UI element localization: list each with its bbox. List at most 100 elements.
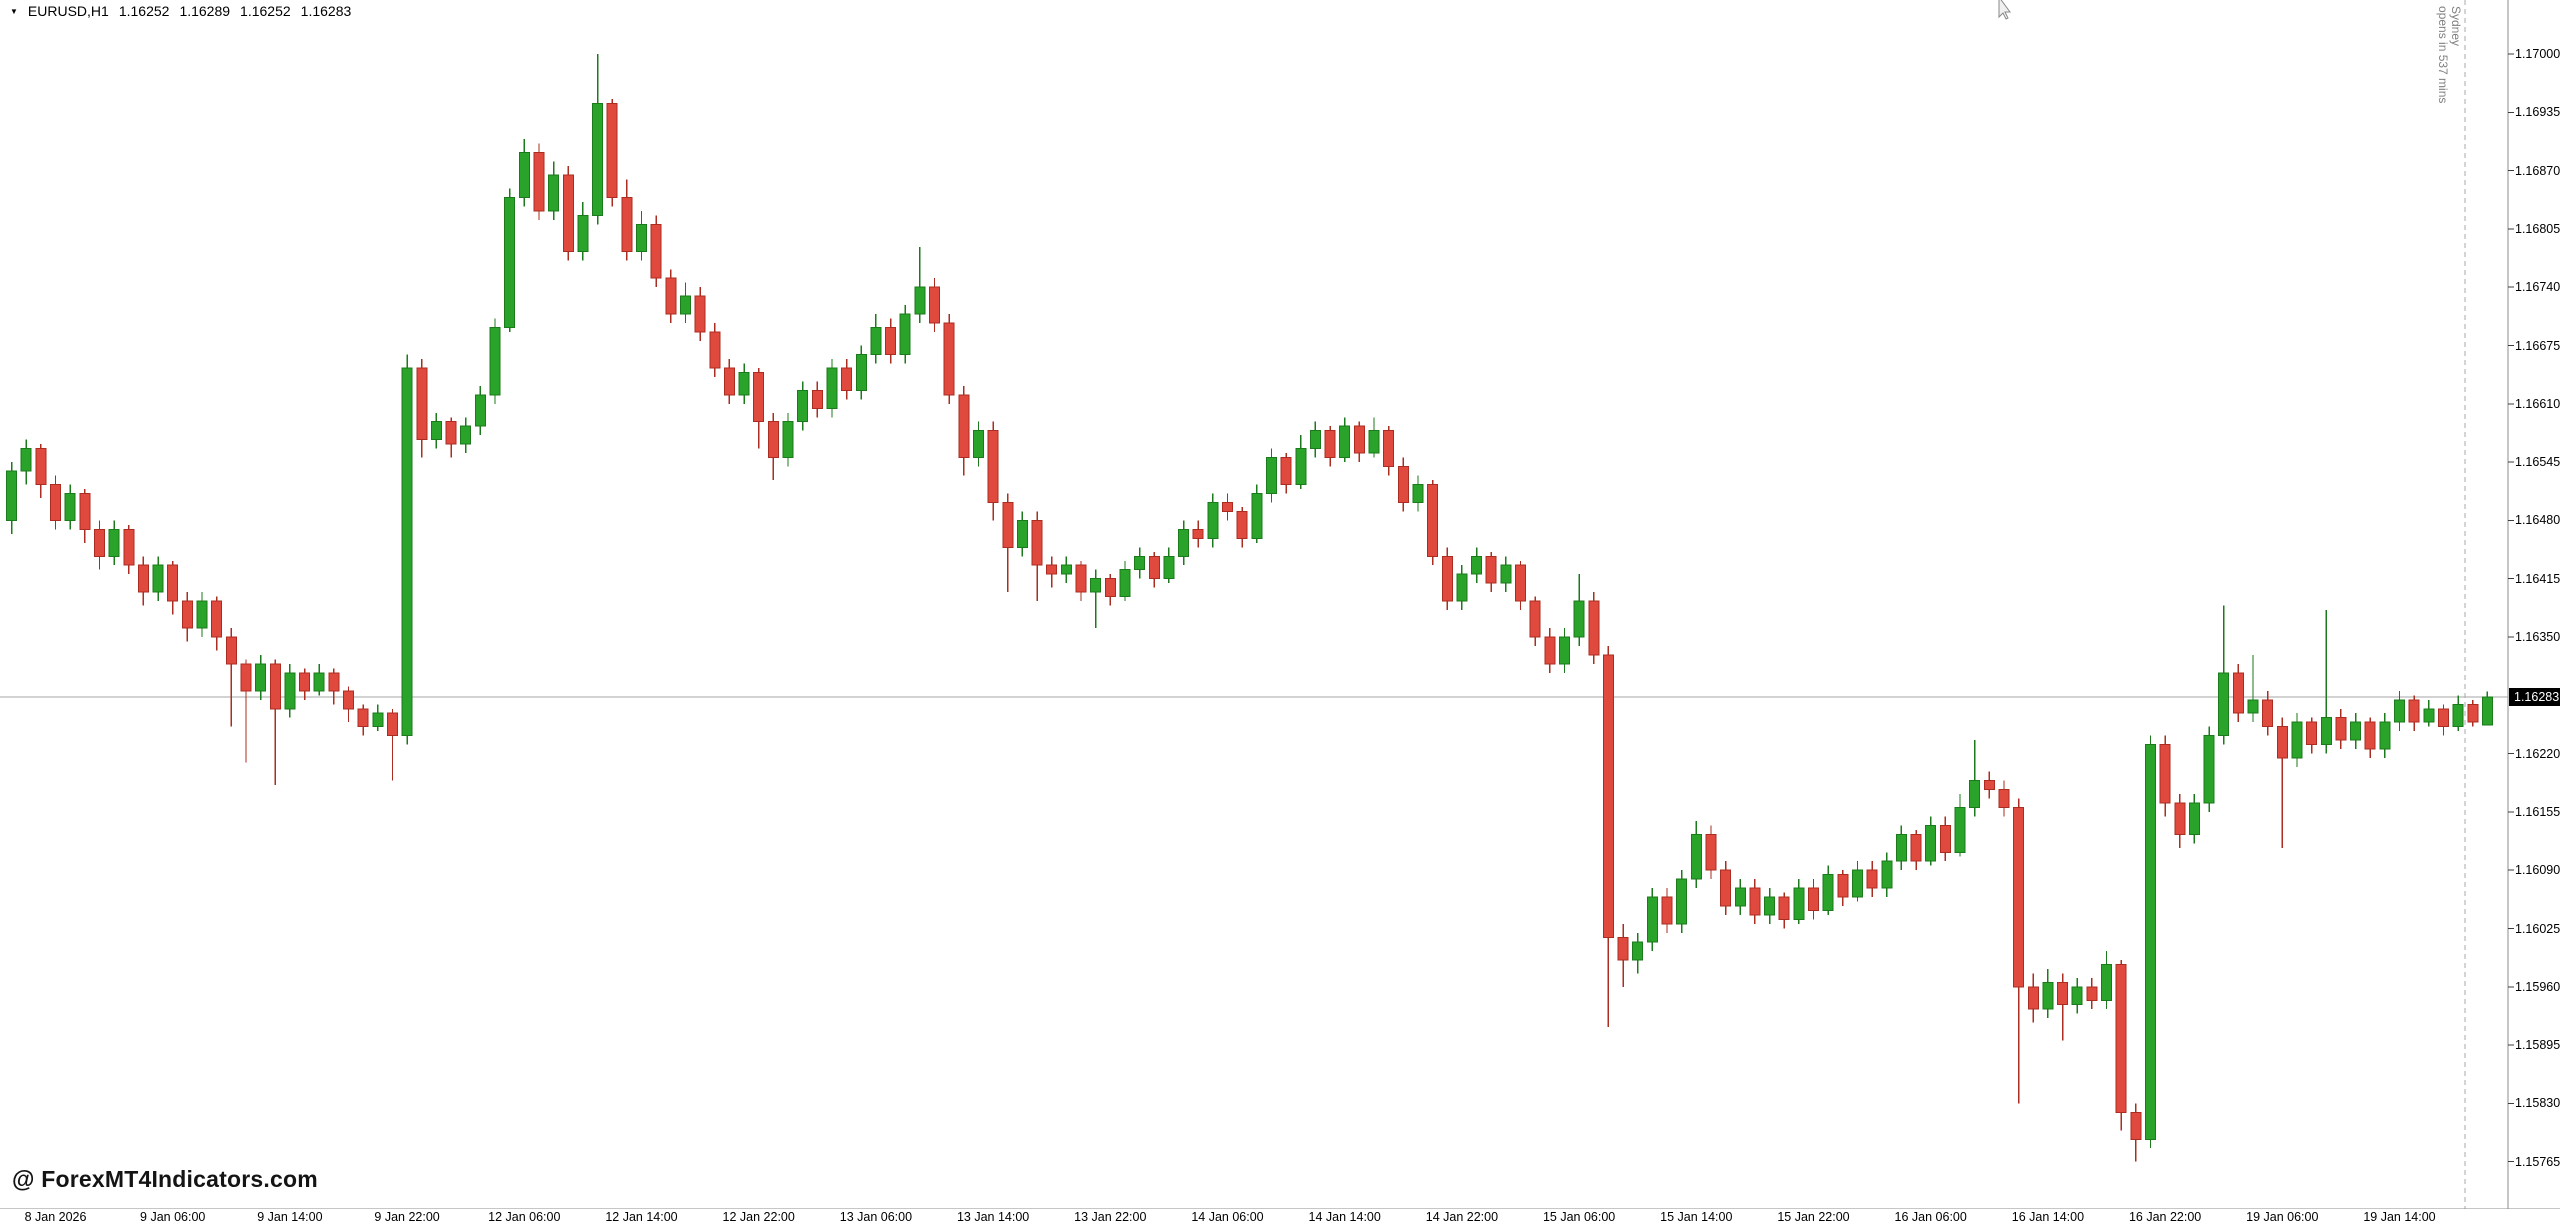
price-tick-label: 1.15895 <box>2515 1038 2560 1053</box>
time-axis-label: 16 Jan 14:00 <box>2011 1210 2085 1224</box>
bull-candle <box>152 564 164 593</box>
bear-candle <box>2262 699 2274 728</box>
time-axis-label: 16 Jan 06:00 <box>1894 1210 1967 1224</box>
price-tick-label: 1.16610 <box>2515 396 2560 411</box>
bear-candle <box>269 663 281 710</box>
bear-candle <box>1749 887 1761 916</box>
bull-candle <box>1119 569 1131 598</box>
bear-candle <box>2027 986 2039 1010</box>
bear-candle <box>225 636 237 665</box>
bull-candle <box>1207 501 1219 539</box>
price-tick-label: 1.16675 <box>2515 338 2560 353</box>
price-tick-label: 1.16545 <box>2515 455 2560 470</box>
bear-candle <box>167 564 179 602</box>
bull-candle <box>372 712 384 728</box>
price-tick-label: 1.16220 <box>2515 746 2560 761</box>
bear-candle <box>709 331 721 369</box>
bull-candle <box>1793 887 1805 921</box>
bear-candle <box>1427 484 1439 557</box>
bull-candle <box>1471 555 1483 575</box>
session-opens-label: opens in 537 mins <box>2436 6 2450 104</box>
bull-candle <box>460 425 472 445</box>
bull-candle <box>1251 492 1263 539</box>
current-price-badge: 1.16283 <box>2509 688 2560 707</box>
bear-candle <box>416 367 428 441</box>
bull-candle <box>1558 636 1570 665</box>
price-tick-label: 1.16935 <box>2515 105 2560 120</box>
time-axis[interactable]: 8 Jan 2026 9 Jan 06:00 9 Jan 14:00 9 Jan 22… <box>0 1209 2560 1224</box>
bull-candle <box>797 389 809 423</box>
bull-candle <box>1734 887 1746 907</box>
bear-candle <box>2306 721 2318 746</box>
cursor-icon <box>1998 0 2011 20</box>
time-axis-label: 13 Jan 14:00 <box>956 1210 1030 1224</box>
bear-candle <box>181 600 193 629</box>
bear-candle <box>2159 744 2171 804</box>
bear-candle <box>1808 887 1819 912</box>
bull-candle <box>1309 430 1321 450</box>
bear-candle <box>1192 528 1204 539</box>
bull-candle <box>1969 780 1981 808</box>
price-axis[interactable]: 1.16283 1.17000 1.16935 1.16870 1.16805 1.16… <box>2508 0 2560 1209</box>
bear-candle <box>386 712 398 737</box>
bear-candle <box>1236 510 1248 539</box>
bull-candle <box>1265 457 1277 494</box>
bull-candle <box>738 371 750 396</box>
price-tick-label: 1.15960 <box>2515 979 2560 994</box>
bear-candle <box>2276 726 2288 759</box>
bull-candle <box>518 152 530 199</box>
bear-candle <box>1602 654 1614 938</box>
bull-candle <box>2188 802 2200 835</box>
bull-candle <box>1925 824 1937 862</box>
bull-candle <box>1851 869 1863 898</box>
bull-candle <box>2144 744 2156 1140</box>
bear-candle <box>1353 425 1365 454</box>
bull-candle <box>196 600 208 629</box>
price-tick-label: 1.15765 <box>2515 1154 2560 1169</box>
bear-candle <box>1705 833 1717 871</box>
bear-candle <box>2364 721 2376 750</box>
bear-candle <box>1837 874 1849 898</box>
bear-candle <box>767 421 779 459</box>
bear-candle <box>2057 981 2069 1006</box>
bear-candle <box>1441 555 1453 602</box>
bear-candle <box>1515 564 1526 602</box>
price-tick-label: 1.16025 <box>2515 921 2560 936</box>
bull-candle <box>592 102 604 216</box>
bear-candle <box>1383 430 1395 468</box>
bear-candle <box>343 690 354 710</box>
session-name-label: Sydney <box>2449 6 2463 47</box>
bear-candle <box>1617 936 1629 961</box>
bull-candle <box>548 174 560 212</box>
bear-candle <box>958 394 970 459</box>
bull-candle <box>1573 600 1585 638</box>
bull-candle <box>1295 448 1307 486</box>
bear-candle <box>211 600 223 638</box>
bear-candle <box>123 528 135 566</box>
time-axis-label: 15 Jan 06:00 <box>1542 1210 1616 1224</box>
bear-candle <box>1324 430 1336 459</box>
bull-candle <box>855 353 867 391</box>
bear-candle <box>533 152 545 212</box>
bear-candle <box>562 174 574 252</box>
bull-candle <box>679 295 691 315</box>
bull-candle <box>2218 672 2230 737</box>
bull-candle <box>1764 896 1776 916</box>
time-axis-label: 12 Jan 14:00 <box>605 1210 678 1224</box>
bull-candle <box>1822 874 1834 912</box>
bear-candle <box>665 277 677 315</box>
bull-candle <box>1881 860 1893 889</box>
bear-candle <box>2115 963 2127 1113</box>
bear-candle <box>1529 600 1541 638</box>
bear-candle <box>1397 466 1409 503</box>
bull-candle <box>2247 699 2259 714</box>
time-axis-label: 15 Jan 14:00 <box>1660 1210 1733 1224</box>
bear-candle <box>2437 708 2449 728</box>
bull-candle <box>489 327 501 396</box>
bear-candle <box>137 564 149 593</box>
bear-candle <box>2335 717 2347 741</box>
time-axis-label: 13 Jan 06:00 <box>839 1210 913 1224</box>
bear-candle <box>2130 1111 2142 1140</box>
bear-candle <box>93 528 105 557</box>
